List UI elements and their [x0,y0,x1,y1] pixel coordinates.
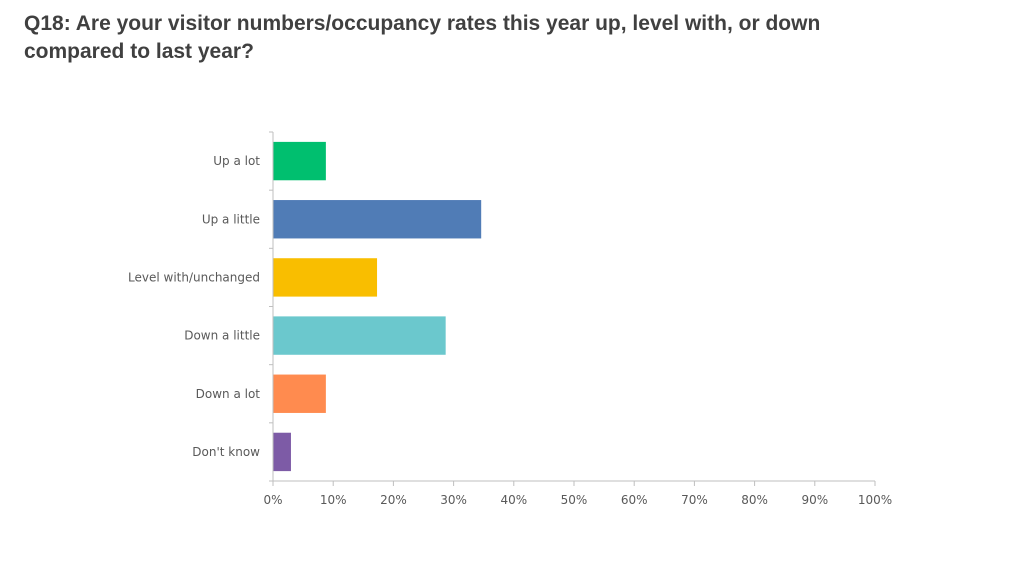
x-tick-labels: 0% 10% 20% 30% 40% 50% 60% 70% 80% 90% 100% [263,493,892,507]
bar [273,316,446,355]
bar [273,200,482,239]
chart-title: Q18: Are your visitor numbers/occupancy … [24,12,821,63]
bar [273,258,378,297]
x-tick-label: 30% [440,493,467,507]
category-label: Level with/unchanged [128,270,260,284]
bars [273,141,482,472]
x-tick-label: 50% [561,493,588,507]
x-tick-label: 100% [858,493,892,507]
category-label: Don't know [192,445,260,459]
bar [273,432,291,472]
x-tick-label: 60% [621,493,648,507]
x-tick-label: 0% [263,493,282,507]
category-labels: Up a lot Up a little Level with/unchanged D… [128,154,260,459]
bar [273,374,326,413]
x-tick-label: 90% [801,493,828,507]
x-tick-label: 20% [380,493,407,507]
y-axis [269,131,274,482]
category-label: Down a little [184,329,260,343]
x-tick-label: 10% [320,493,347,507]
category-label: Up a lot [213,154,260,168]
x-axis [272,480,876,486]
x-tick-label: 80% [741,493,768,507]
category-label: Up a little [202,212,260,226]
x-tick-label: 40% [500,493,527,507]
bar [273,141,326,181]
x-tick-label: 70% [681,493,708,507]
category-label: Down a lot [196,387,261,401]
